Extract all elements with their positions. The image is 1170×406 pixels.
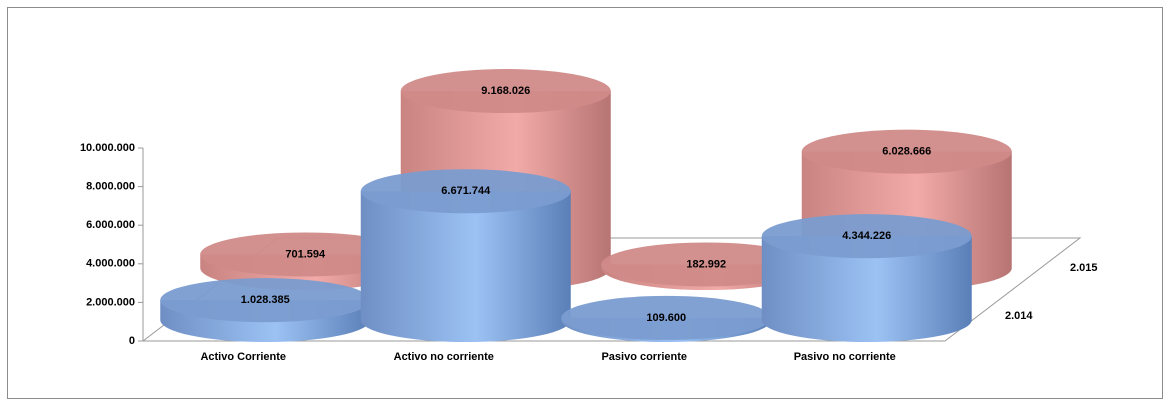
y-tick-label: 4.000.000 [86,258,135,270]
cylinder [561,295,772,342]
cylinder [160,278,371,342]
value-label: 701.594 [285,248,326,260]
y-tick-label: 8.000.000 [86,181,135,193]
value-label: 6.028.666 [882,146,931,158]
value-label: 109.600 [646,312,686,324]
value-label: 1.028.385 [241,294,290,306]
cylinder-top [601,242,812,287]
x-tick-label: Activo Corriente [200,351,286,363]
x-tick-label: Activo no corriente [394,351,494,363]
value-label: 6.671.744 [441,185,491,197]
cylinder [601,242,812,291]
value-label: 182.992 [686,258,726,270]
value-label: 4.344.226 [842,230,891,242]
value-label: 9.168.026 [481,85,530,97]
depth-label: 2.014 [1005,310,1033,322]
cylinder-top [200,232,411,277]
cylinder-top [801,129,1012,174]
cylinder [761,214,972,342]
x-tick-label: Pasivo no corriente [794,351,896,363]
y-tick-label: 2.000.000 [86,296,135,308]
cylinder-top [761,214,972,259]
cylinder-top [561,295,772,340]
cylinder-body [761,236,972,342]
cylinder-top [400,69,611,114]
y-tick-label: 0 [129,335,135,347]
x-tick-label: Pasivo corriente [601,351,687,363]
cylinder-top [160,278,371,323]
cylinder-top [360,169,571,214]
cylinder-body [360,191,571,342]
cylinder [360,169,571,342]
y-tick-label: 10.000.000 [80,142,135,154]
depth-label: 2.015 [1070,262,1098,274]
y-tick-label: 6.000.000 [86,219,135,231]
